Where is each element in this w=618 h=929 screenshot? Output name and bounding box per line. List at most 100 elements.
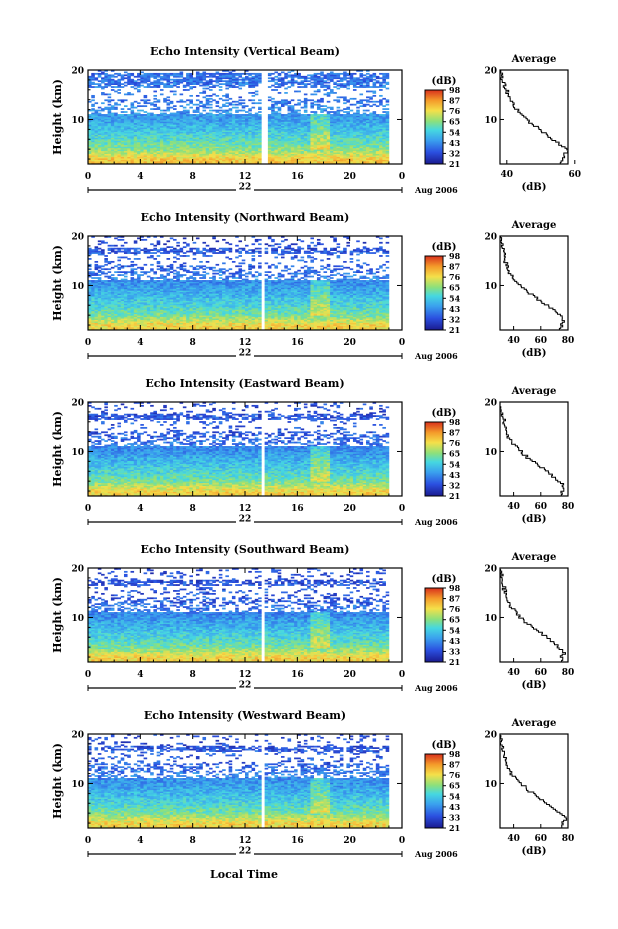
heatmap-cell	[206, 113, 210, 115]
heatmap-cell	[274, 86, 278, 88]
heatmap-cell	[153, 98, 157, 100]
heatmap-cell	[294, 104, 298, 106]
heatmap-cell	[278, 113, 282, 115]
heatmap-cell	[219, 89, 223, 91]
heatmap-cell	[386, 99, 390, 101]
heatmap-cell	[121, 83, 125, 85]
heatmap-cell	[124, 105, 128, 107]
heatmap-cell	[209, 95, 213, 97]
heatmap-cell	[101, 86, 105, 88]
heatmap-cell	[121, 74, 125, 76]
heatmap-cell	[317, 114, 321, 116]
heatmap-cell	[235, 101, 239, 103]
heatmap-cell	[206, 107, 210, 109]
heatmap-cell	[209, 101, 213, 103]
heatmap-cell	[199, 101, 203, 103]
heatmap-cell	[235, 104, 239, 106]
heatmap-cell	[301, 86, 305, 88]
heatmap-cell	[353, 89, 357, 91]
heatmap-cells	[88, 236, 389, 330]
heatmap-cell	[176, 111, 180, 113]
heatmap-cell	[160, 76, 164, 78]
heatmap-cell	[343, 96, 347, 98]
heatmap-cell	[320, 114, 324, 116]
heatmap-cell	[363, 74, 367, 76]
heatmap-cell	[140, 85, 144, 87]
heatmap-cell	[108, 94, 112, 96]
heatmap-cell	[274, 89, 278, 91]
heatmap-cell	[366, 110, 370, 112]
heatmap-cell	[242, 77, 246, 79]
heatmap-cell	[140, 105, 144, 107]
heatmap-cell	[310, 111, 314, 113]
heatmap-cell	[271, 73, 275, 75]
heatmap-cell	[353, 77, 357, 79]
heatmap-cell	[134, 101, 138, 103]
heatmap-cell	[101, 114, 105, 116]
heatmap-cell	[337, 96, 341, 98]
heatmap-cell	[202, 82, 206, 84]
heatmap-cell	[212, 110, 216, 112]
heatmap-cell	[252, 76, 256, 78]
heatmap-cell	[104, 114, 108, 116]
heatmap-cell	[167, 107, 171, 109]
heatmap-cell	[222, 95, 226, 97]
heatmap-cell	[153, 101, 157, 103]
heatmap-cell	[117, 73, 121, 75]
heatmap-cell	[252, 73, 256, 75]
heatmap-cell	[212, 73, 216, 75]
heatmap-cell	[232, 107, 236, 109]
heatmap-cell	[284, 114, 288, 116]
heatmap-cell	[104, 99, 108, 101]
heatmap-cell	[216, 101, 220, 103]
heatmap-cell	[140, 71, 144, 73]
heatmap-cell	[258, 73, 262, 75]
heatmap-cell	[258, 99, 262, 101]
heatmap-cell	[117, 114, 121, 116]
heatmap-cell	[271, 101, 275, 103]
heatmap-cell	[212, 80, 216, 82]
heatmap-cell	[137, 105, 141, 107]
heatmap-cell	[252, 99, 256, 101]
heatmap-cell	[363, 85, 367, 87]
heatmap-cell	[229, 108, 233, 110]
heatmap-cell	[333, 82, 337, 84]
heatmap-cell	[382, 105, 386, 107]
heatmap-cell	[173, 79, 177, 81]
heatmap-cell	[229, 98, 233, 100]
average-title: Average	[511, 54, 557, 65]
heatmap-cell	[219, 110, 223, 112]
heatmap-cell	[369, 74, 373, 76]
heatmap-cell	[160, 73, 164, 75]
heatmap-cell	[304, 110, 308, 112]
heatmap-cell	[140, 74, 144, 76]
heatmap-cell	[209, 79, 213, 81]
heatmap-cell	[373, 82, 377, 84]
heatmap-cell	[199, 73, 203, 75]
heatmap-cell	[212, 94, 216, 96]
heatmap-cell	[327, 82, 331, 84]
heatmap-cell	[173, 105, 177, 107]
panel-2: Echo Intensity (Northward Beam)1020Heigh…	[51, 211, 574, 361]
heatmap-cell	[238, 99, 242, 101]
heatmap-cell	[337, 99, 341, 101]
heatmap-cell	[310, 102, 314, 104]
heatmap-cell	[91, 99, 95, 101]
y-tick-label: 10	[71, 116, 84, 126]
heatmap-cell	[350, 73, 354, 75]
heatmap-cell	[111, 79, 115, 81]
heatmap-cell	[284, 92, 288, 94]
heatmap-cell	[268, 96, 272, 98]
heatmap-cell	[137, 89, 141, 91]
heatmap-cell	[294, 80, 298, 82]
heatmap-cell	[108, 107, 112, 109]
heatmap-cell	[317, 73, 321, 75]
heatmap-cell	[124, 114, 128, 116]
heatmap-cell	[268, 99, 272, 101]
heatmap-cell	[274, 79, 278, 81]
heatmap-cell	[144, 111, 148, 113]
heatmap-cell	[137, 113, 141, 115]
average-y-tick-label: 10	[484, 116, 497, 126]
heatmap-cell	[382, 98, 386, 100]
heatmap-cell	[327, 111, 331, 113]
